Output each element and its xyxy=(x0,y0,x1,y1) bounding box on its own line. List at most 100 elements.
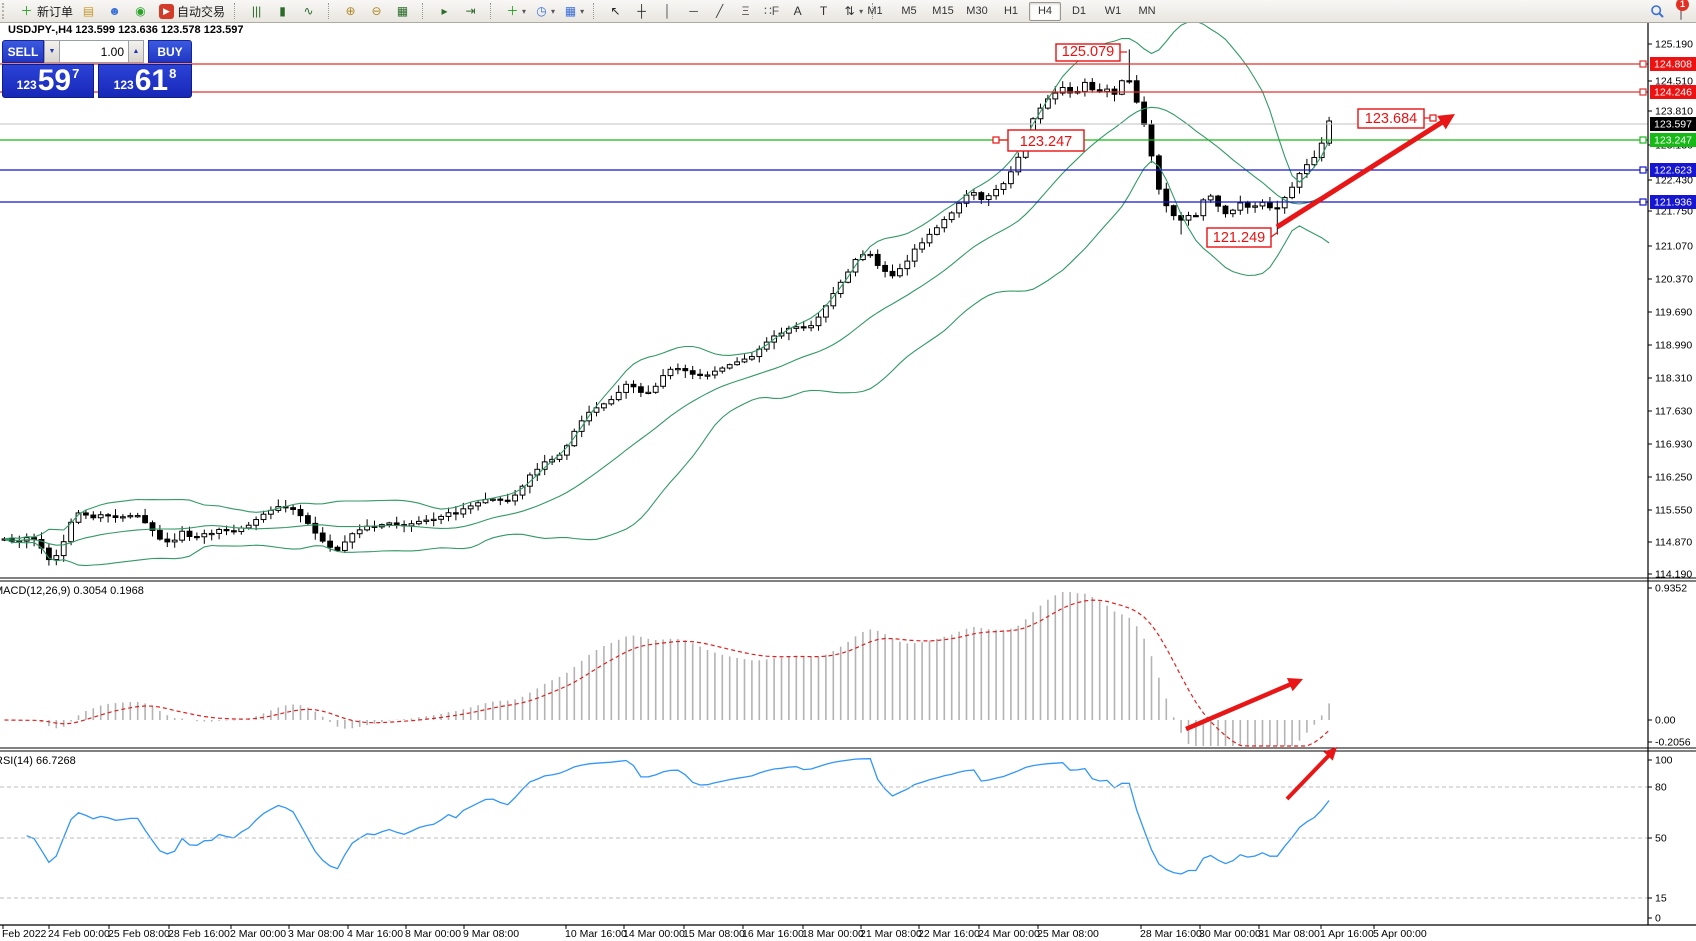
auto-trading-button[interactable]: ▶ 自动交易 xyxy=(156,1,228,21)
timeframe-m1-button[interactable]: M1 xyxy=(867,4,883,17)
timeframe-w1-button[interactable]: W1 xyxy=(1104,4,1122,17)
zoom-in-button[interactable]: ⊕ xyxy=(340,1,364,21)
toolbar-separator xyxy=(234,3,240,19)
arrows-dropdown[interactable]: ⇅ ▾ xyxy=(839,1,866,21)
time-tick-label: 22 Mar 16:00 xyxy=(918,928,980,940)
chevron-down-icon: ▾ xyxy=(859,6,864,16)
volume-decrease-button[interactable]: ▼ xyxy=(44,40,60,63)
text-button[interactable]: A xyxy=(787,1,811,21)
timeframe-m30-button[interactable]: M30 xyxy=(966,4,988,17)
text-label-button[interactable]: T xyxy=(813,1,837,21)
sell-price-pip: 7 xyxy=(72,66,80,81)
zoom-group: ⊕ ⊖ ▦ xyxy=(336,0,420,22)
candlestick-series xyxy=(1,49,1332,566)
add-indicator-dropdown[interactable]: ＋ ▾ xyxy=(502,1,529,21)
price-callout-123.247[interactable]: 123.247 xyxy=(992,129,1085,152)
timeframe-toolbar: M1 M5 M15 M30 H1 H4 D1 W1 MN xyxy=(858,0,1164,22)
line-chart-icon-icon: ∿ xyxy=(303,3,314,18)
vertical-line-button[interactable]: │ xyxy=(657,1,681,21)
candlestick-icon-button[interactable]: ▮ xyxy=(272,1,296,21)
macd-tick-label: 0.00 xyxy=(1655,715,1676,727)
crosshair-icon: ┼ xyxy=(637,3,646,18)
profile-icon-button[interactable]: ☻ xyxy=(104,1,128,21)
auto-scroll-button[interactable]: ▸ xyxy=(434,1,458,21)
horizontal-line-button[interactable]: ─ xyxy=(683,1,707,21)
price-callout-121.249[interactable]: 121.249 xyxy=(1206,227,1279,248)
bollinger-bands xyxy=(4,20,1330,567)
templates-dropdown[interactable]: ▦ ▾ xyxy=(560,1,587,21)
chat-button[interactable]: 1 xyxy=(1672,0,1689,20)
zoom-out-button[interactable]: ⊖ xyxy=(366,1,390,21)
price-trend-arrow[interactable] xyxy=(1275,114,1455,230)
indicator-panels xyxy=(0,592,1648,899)
rsi-tick-label: 50 xyxy=(1655,833,1667,845)
sell-price-prefix: 123 xyxy=(16,78,37,92)
timeframe-d1-button[interactable]: D1 xyxy=(1071,4,1087,17)
bar-chart-icon-button[interactable]: ||| xyxy=(246,1,270,21)
signal-icon-button[interactable]: ◉ xyxy=(130,1,154,21)
price-callout-125.079[interactable]: 125.079 xyxy=(1055,43,1127,62)
volume-increase-button[interactable]: ▲ xyxy=(128,40,144,63)
time-tick-label: 5 Apr 00:00 xyxy=(1373,928,1427,940)
tile-windows-button[interactable]: ▦ xyxy=(392,1,416,21)
time-tick-label: 18 Mar 00:00 xyxy=(802,928,864,940)
callout-text: 121.249 xyxy=(1213,230,1265,246)
macd-trend-arrow[interactable] xyxy=(1185,678,1303,732)
price-tick-label: 118.310 xyxy=(1655,373,1692,385)
chart-shift-button[interactable]: ⇥ xyxy=(460,1,484,21)
time-tick-label: 15 Mar 08:00 xyxy=(683,928,745,940)
time-tick-label: 28 Mar 16:00 xyxy=(1140,928,1202,940)
axes[interactable]: 125.190124.510123.810123.130122.430121.7… xyxy=(0,22,1696,940)
line-handle[interactable] xyxy=(1639,198,1647,206)
buy-price[interactable]: 123 61 8 xyxy=(98,64,192,98)
line-chart-icon-button[interactable]: ∿ xyxy=(298,1,322,21)
new-order-button[interactable]: ＋ 新订单 xyxy=(16,1,76,21)
equidistant-channel-button[interactable]: Ξ xyxy=(735,1,759,21)
toolbar-separator xyxy=(872,3,878,19)
rsi-line xyxy=(26,758,1330,875)
auto-scroll-icon: ▸ xyxy=(441,3,448,18)
cursor-button[interactable]: ↖ xyxy=(605,1,629,21)
auto-trading-icon: ▶ xyxy=(159,3,175,19)
timeframe-mn-button[interactable]: MN xyxy=(1138,4,1156,17)
periods-dropdown[interactable]: ◷ ▾ xyxy=(531,1,558,21)
signal-icon-icon: ◉ xyxy=(135,3,146,18)
profile-icon-icon: ☻ xyxy=(108,3,121,18)
price-badge-124.246: 124.246 xyxy=(1650,85,1696,99)
horizontal-level-lines[interactable] xyxy=(0,60,1648,206)
time-tick-label: 14 Mar 00:00 xyxy=(623,928,685,940)
line-handle[interactable] xyxy=(1639,136,1647,144)
auto-trading-button-label: 自动交易 xyxy=(177,4,226,19)
line-handle[interactable] xyxy=(1639,60,1647,68)
price-badge-123.247: 123.247 xyxy=(1650,133,1696,147)
line-handle[interactable] xyxy=(1639,166,1647,174)
price-tick-label: 119.690 xyxy=(1655,307,1692,319)
search-button[interactable] xyxy=(1647,1,1671,21)
fibonacci-button[interactable]: ∷F xyxy=(761,1,785,21)
line-handle[interactable] xyxy=(1639,88,1647,96)
price-callout-123.684[interactable]: 123.684 xyxy=(1357,108,1437,129)
timeframe-m15-button[interactable]: M15 xyxy=(932,4,954,17)
crosshair-button[interactable]: ┼ xyxy=(631,1,655,21)
buy-button[interactable]: BUY xyxy=(148,40,192,63)
sell-price-big: 59 xyxy=(37,64,72,97)
volume-input[interactable] xyxy=(60,40,128,63)
timeframe-m5-button[interactable]: M5 xyxy=(901,4,917,17)
macd-signal-line xyxy=(4,599,1330,747)
rsi-trend-arrow[interactable] xyxy=(1285,747,1337,801)
sell-price[interactable]: 123 59 7 xyxy=(2,64,94,98)
sell-button[interactable]: SELL xyxy=(2,40,44,63)
new-order-icon: ＋ xyxy=(20,3,33,18)
chevron-down-icon: ▾ xyxy=(522,6,527,16)
price-badge-121.936: 121.936 xyxy=(1650,195,1696,209)
timeframe-h1-button[interactable]: H1 xyxy=(1003,4,1019,17)
history-icon-button[interactable]: ▤ xyxy=(78,1,102,21)
arrows-icon: ⇅ xyxy=(844,3,855,18)
annotations[interactable]: 125.079 123.247 123.684 121.249 xyxy=(992,43,1455,801)
time-tick-label: 24 Feb 00:00 xyxy=(48,928,110,940)
buy-price-big: 61 xyxy=(134,64,169,97)
trendline-button[interactable]: ╱ xyxy=(709,1,733,21)
timeframe-h4-button[interactable]: H4 xyxy=(1029,1,1061,21)
history-icon-icon: ▤ xyxy=(82,3,95,18)
toolbar-separator xyxy=(490,3,496,19)
